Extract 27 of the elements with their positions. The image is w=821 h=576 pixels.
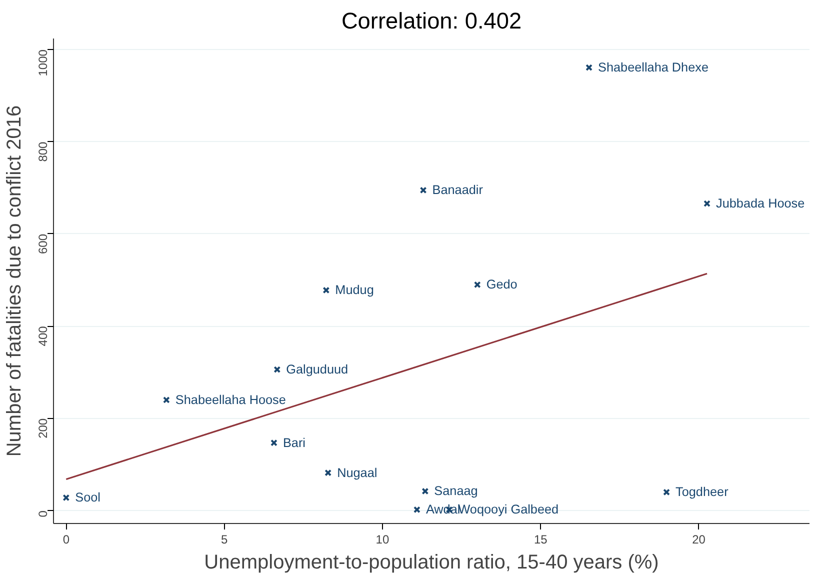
x-tick-label: 15 bbox=[534, 532, 548, 546]
annotation: Woqooyi Galbeed bbox=[458, 502, 559, 517]
x-tick-label: 20 bbox=[692, 532, 706, 546]
y-tick-label: 0 bbox=[36, 510, 50, 518]
x-axis-title: Unemployment-to-population ratio, 15-40 years (%) bbox=[204, 552, 659, 574]
annotation: Banaadir bbox=[432, 183, 483, 198]
annotation: Sool bbox=[75, 490, 100, 505]
annotation: Gedo bbox=[486, 278, 518, 292]
annotation: Mudug bbox=[335, 283, 374, 298]
annotation: Bari bbox=[282, 436, 306, 450]
annotation: Galguduud bbox=[286, 362, 348, 377]
x-tick-label: 0 bbox=[62, 532, 70, 546]
y-tick-label: 200 bbox=[36, 418, 50, 438]
annotation: Sanaag bbox=[434, 484, 478, 498]
annotation: Nugaal bbox=[337, 466, 378, 480]
x-tick-label: 5 bbox=[220, 532, 228, 546]
annotation: Jubbada Hoose bbox=[716, 196, 805, 211]
y-tick-label: 800 bbox=[36, 141, 50, 162]
x-tick-label: 10 bbox=[376, 532, 390, 546]
annotation: Shabeellaha Hoose bbox=[175, 392, 286, 407]
y-axis-title: Number of fatalities due to conflict 2016 bbox=[4, 105, 26, 457]
chart-title: Correlation: 0.402 bbox=[341, 8, 522, 34]
annotation: Shabeellaha Dhexe bbox=[598, 60, 709, 75]
y-tick-label: 600 bbox=[36, 234, 50, 254]
annotation: Togdheer bbox=[676, 485, 728, 500]
y-tick-label: 400 bbox=[36, 326, 50, 346]
y-tick-label: 1000 bbox=[36, 49, 50, 76]
